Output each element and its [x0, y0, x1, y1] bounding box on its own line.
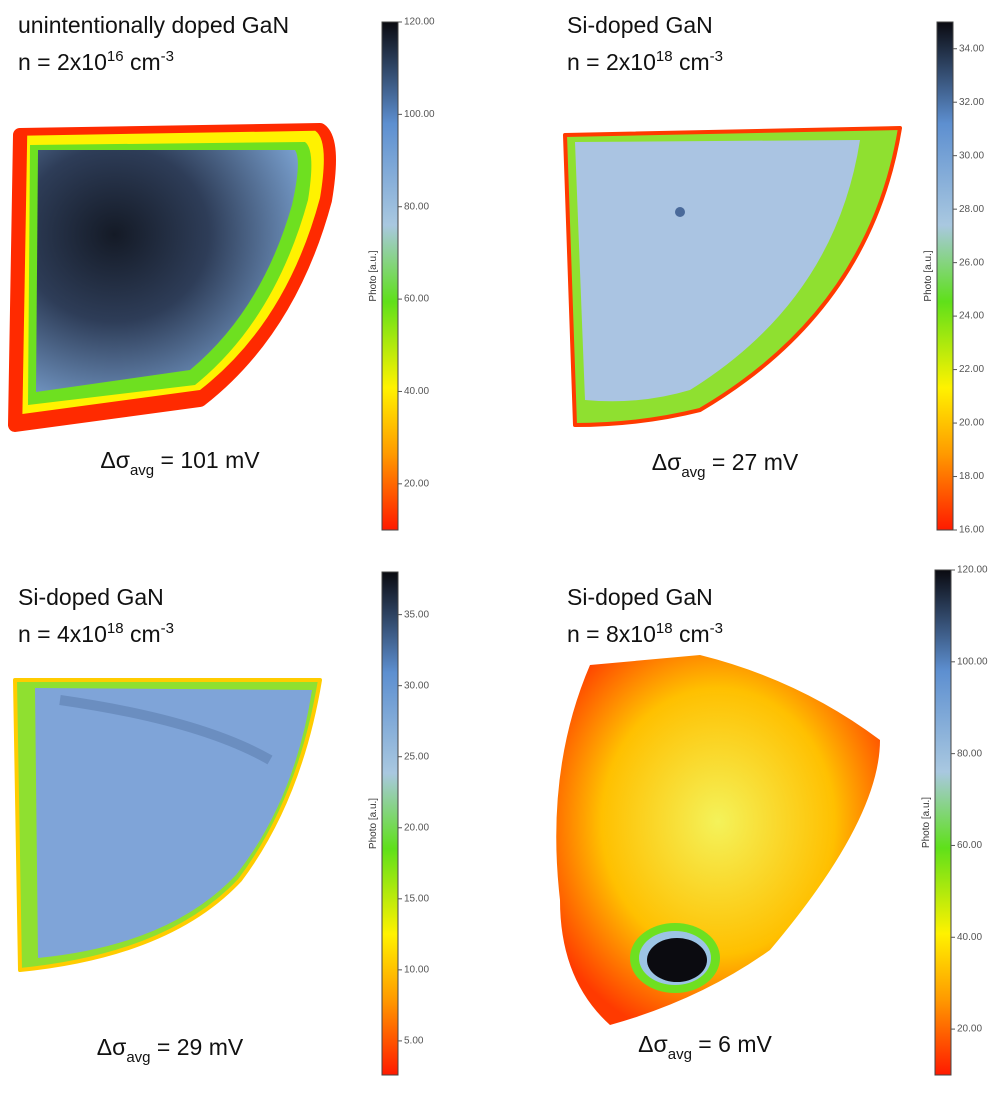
colorbar: [934, 569, 952, 1076]
colorbar-tick-label: 120.00: [404, 17, 435, 28]
unit-exponent: -3: [710, 48, 723, 65]
delta-symbol: Δσ: [97, 1034, 127, 1060]
density: n = 4x1018 cm-3: [18, 620, 174, 647]
delta-sigma: Δσavg = 101 mV: [100, 447, 260, 479]
colorbar-tick-label: 60.00: [957, 840, 982, 851]
density-unit: cm: [673, 621, 710, 647]
panel-title: Si-doped GaN: [18, 584, 164, 610]
colorbar-label: Photo [a.u.]: [368, 250, 379, 301]
colorbar-tick-label: 16.00: [959, 525, 984, 536]
delta-subscript: avg: [126, 1049, 150, 1066]
density: n = 2x1018 cm-3: [567, 48, 723, 75]
delta-text: = 27 mV: [706, 449, 799, 475]
density-prefix: n = 4x10: [18, 621, 107, 647]
colorbar-tick-label: 26.00: [959, 257, 984, 268]
colorbar-tick-label: 10.00: [404, 964, 429, 975]
colorbar-tick-label: 15.00: [404, 893, 429, 904]
delta-symbol: Δσ: [638, 1031, 668, 1057]
density-prefix: n = 8x10: [567, 621, 656, 647]
density-unit: cm: [124, 621, 161, 647]
colorbar-tick-label: 40.00: [404, 386, 429, 397]
colorbar-tick-label: 34.00: [959, 43, 984, 54]
density-unit: cm: [124, 49, 161, 75]
colorbar-tick-label: 20.00: [957, 1024, 982, 1035]
colorbar-tick-label: 100.00: [957, 656, 988, 667]
colorbar-tick-label: 22.00: [959, 364, 984, 375]
colorbar-tick-label: 100.00: [404, 109, 435, 120]
colorbar-tick-label: 30.00: [404, 680, 429, 691]
colorbar-tick-label: 32.00: [959, 97, 984, 108]
delta-text: = 6 mV: [692, 1031, 773, 1057]
panel: unintentionally doped GaN n = 2x1016 cm-3…: [18, 12, 435, 531]
colorbar-tick-label: 120.00: [957, 565, 988, 576]
density-exponent: 18: [656, 48, 673, 65]
delta-subscript: avg: [130, 462, 154, 479]
colorbar-tick-label: 24.00: [959, 311, 984, 322]
density-exponent: 16: [107, 48, 124, 65]
delta-subscript: avg: [668, 1046, 692, 1063]
density: n = 2x1016 cm-3: [18, 48, 174, 75]
colorbar-tick-label: 80.00: [404, 201, 429, 212]
density-prefix: n = 2x10: [567, 49, 656, 75]
delta-text: = 101 mV: [154, 447, 260, 473]
colorbar-tick-label: 28.00: [959, 204, 984, 215]
delta-sigma: Δσavg = 6 mV: [638, 1031, 772, 1063]
colorbar: [381, 571, 399, 1076]
panel-title: Si-doped GaN: [567, 12, 713, 38]
colorbar-tick-label: 40.00: [957, 932, 982, 943]
map: [563, 126, 902, 427]
panel-title: Si-doped GaN: [567, 584, 713, 610]
colorbar: [381, 21, 399, 531]
colorbar-tick-label: 80.00: [957, 748, 982, 759]
delta-text: = 29 mV: [151, 1034, 244, 1060]
panel: Si-doped GaN n = 2x1018 cm-3 Δσavg = 27 mV…: [567, 12, 984, 536]
unit-exponent: -3: [161, 620, 174, 637]
delta-symbol: Δσ: [100, 447, 130, 473]
colorbar-tick-label: 20.00: [959, 418, 984, 429]
colorbar-label: Photo [a.u.]: [921, 797, 932, 848]
colorbar-tick-label: 30.00: [959, 150, 984, 161]
unit-exponent: -3: [710, 620, 723, 637]
delta-sigma: Δσavg = 29 mV: [97, 1034, 244, 1066]
density: n = 8x1018 cm-3: [567, 620, 723, 647]
unit-exponent: -3: [161, 48, 174, 65]
colorbar-tick-label: 35.00: [404, 609, 429, 620]
density-exponent: 18: [107, 620, 124, 637]
panel: Si-doped GaN n = 4x1018 cm-3 Δσavg = 29 mV…: [18, 571, 429, 1076]
panel-title: unintentionally doped GaN: [18, 12, 289, 38]
delta-subscript: avg: [681, 464, 705, 481]
colorbar: [936, 21, 954, 531]
density-prefix: n = 2x10: [18, 49, 107, 75]
map: [13, 678, 322, 972]
panel: Si-doped GaN n = 8x1018 cm-3 Δσavg = 6 mV 2…: [567, 565, 988, 1076]
colorbar-tick-label: 20.00: [404, 822, 429, 833]
map: [8, 123, 336, 432]
colorbar-label: Photo [a.u.]: [368, 798, 379, 849]
colorbar-label: Photo [a.u.]: [923, 250, 934, 301]
colorbar-tick-label: 20.00: [404, 478, 429, 489]
delta-symbol: Δσ: [652, 449, 682, 475]
colorbar-tick-label: 25.00: [404, 751, 429, 762]
density-unit: cm: [673, 49, 710, 75]
map: [556, 655, 880, 1025]
density-exponent: 18: [656, 620, 673, 637]
colorbar-tick-label: 18.00: [959, 471, 984, 482]
colorbar-tick-label: 5.00: [404, 1036, 424, 1047]
colorbar-tick-label: 60.00: [404, 294, 429, 305]
delta-sigma: Δσavg = 27 mV: [652, 449, 799, 481]
